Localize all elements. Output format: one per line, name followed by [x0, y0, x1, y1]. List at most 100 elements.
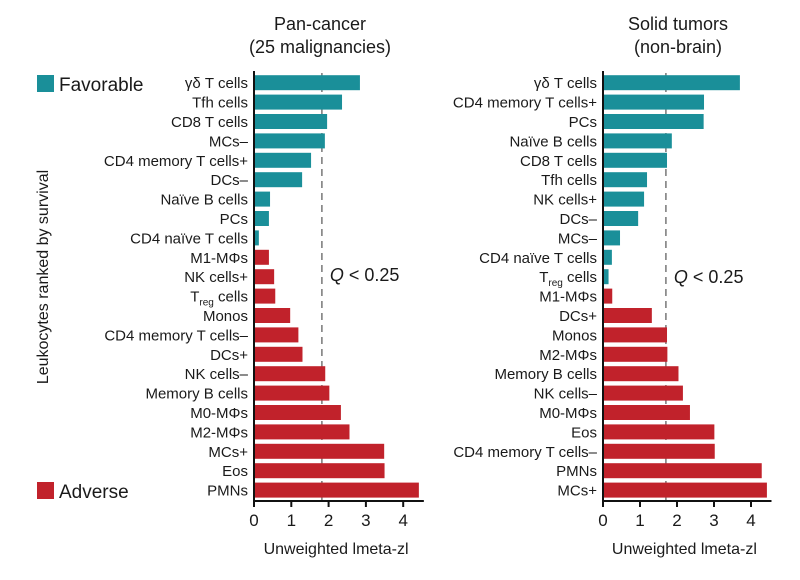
bar — [254, 443, 385, 459]
y-axis-label: Leukocytes ranked by survival — [35, 170, 52, 384]
category-label: PCs — [569, 114, 597, 131]
x-tick-label: 0 — [249, 511, 258, 530]
bar — [254, 133, 325, 149]
bar — [603, 443, 715, 459]
category-label: DCs+ — [559, 308, 597, 325]
threshold-label: Q < 0.25 — [330, 265, 400, 285]
bar — [603, 385, 683, 401]
bar — [603, 463, 762, 479]
category-label: CD4 memory T cells– — [453, 444, 597, 461]
bar — [254, 405, 341, 420]
x-tick-label: 4 — [746, 511, 755, 530]
category-label: NK cells– — [185, 366, 249, 383]
category-label: Naïve B cells — [509, 133, 597, 150]
x-tick-label: 1 — [635, 511, 644, 530]
bar — [254, 288, 276, 304]
category-label: DCs– — [559, 211, 597, 228]
category-label: NK cells– — [534, 386, 598, 403]
x-tick-label: 1 — [287, 511, 296, 530]
x-tick-label: 0 — [598, 511, 607, 530]
x-tick-label: 4 — [398, 511, 407, 530]
chart-title-line: Solid tumors — [628, 14, 728, 34]
bar — [603, 230, 621, 246]
bar — [603, 249, 612, 265]
category-label: M0-MΦs — [190, 405, 248, 422]
bar — [254, 249, 269, 265]
bar — [254, 114, 328, 129]
bar — [254, 482, 419, 498]
category-label: M1-MΦs — [190, 250, 248, 267]
category-label: CD4 memory T cells+ — [453, 95, 597, 112]
bar — [603, 114, 704, 129]
category-label: PMNs — [207, 483, 248, 500]
category-label: MCs+ — [208, 444, 248, 461]
bar — [254, 463, 385, 479]
bar — [603, 482, 767, 498]
threshold-label: Q < 0.25 — [674, 267, 744, 287]
bar — [603, 172, 648, 188]
chart-title-line: (25 malignancies) — [249, 37, 391, 57]
category-label: Treg cells — [190, 289, 248, 309]
chart-title-line: Pan-cancer — [274, 14, 366, 34]
bar — [254, 327, 299, 343]
bar — [603, 269, 609, 285]
category-label: DCs+ — [210, 347, 248, 364]
category-label: Memory B cells — [494, 366, 597, 383]
x-tick-label: 2 — [672, 511, 681, 530]
legend-adverse-swatch — [37, 482, 54, 499]
legend-favorable-swatch — [37, 75, 54, 92]
bar — [603, 424, 715, 440]
bar — [603, 211, 639, 226]
category-label: CD8 T cells — [171, 114, 248, 131]
bar — [603, 94, 705, 110]
x-axis-label: Unweighted lmeta-zl — [612, 541, 757, 558]
bar — [603, 308, 652, 323]
bar — [603, 75, 740, 91]
bar — [254, 152, 312, 168]
x-tick-label: 3 — [361, 511, 370, 530]
bar — [254, 424, 350, 440]
bar — [254, 346, 303, 362]
bar — [254, 211, 269, 226]
category-label: Naïve B cells — [160, 192, 248, 209]
bar — [254, 94, 343, 110]
bar — [603, 327, 668, 343]
category-label: M2-MΦs — [190, 424, 248, 441]
category-label: MCs– — [558, 230, 598, 247]
category-label: Monos — [203, 308, 248, 325]
bar — [254, 308, 291, 323]
bar — [603, 152, 668, 168]
category-label: Tfh cells — [541, 172, 597, 189]
chart-title-line: (non-brain) — [634, 37, 722, 57]
legend-adverse-label: Adverse — [59, 482, 129, 503]
category-label: γδ T cells — [185, 75, 248, 92]
category-label: CD4 naïve T cells — [479, 250, 597, 267]
category-label: NK cells+ — [533, 192, 597, 209]
bar — [603, 405, 690, 420]
category-label: PCs — [220, 211, 248, 228]
category-label: M1-MΦs — [539, 289, 597, 306]
category-label: NK cells+ — [184, 269, 248, 286]
chart-panel-2: Solid tumors (non-brain) γδ T cells CD4 mem… — [453, 14, 772, 558]
category-label: DCs– — [210, 172, 248, 189]
category-label: CD4 naïve T cells — [130, 230, 248, 247]
x-axis-label: Unweighted lmeta-zl — [264, 541, 409, 558]
category-label: Tfh cells — [192, 95, 248, 112]
category-label: MCs– — [209, 133, 249, 150]
bar — [603, 346, 668, 362]
bar — [254, 172, 303, 188]
category-label: Treg cells — [539, 269, 597, 289]
category-label: M2-MΦs — [539, 347, 597, 364]
category-label: CD4 memory T cells– — [104, 327, 248, 344]
bar — [603, 191, 645, 207]
category-label: CD4 memory T cells+ — [104, 153, 248, 170]
category-label: Monos — [552, 327, 597, 344]
legend-favorable-label: Favorable — [59, 75, 144, 96]
category-label: Eos — [222, 463, 248, 480]
category-label: Memory B cells — [145, 386, 248, 403]
bar — [254, 269, 275, 285]
chart-panel-1: Pan-cancer (25 malignancies) γδ T cells Tfh… — [104, 14, 424, 558]
category-label: MCs+ — [557, 483, 597, 500]
bar — [254, 75, 360, 91]
category-label: PMNs — [556, 463, 597, 480]
